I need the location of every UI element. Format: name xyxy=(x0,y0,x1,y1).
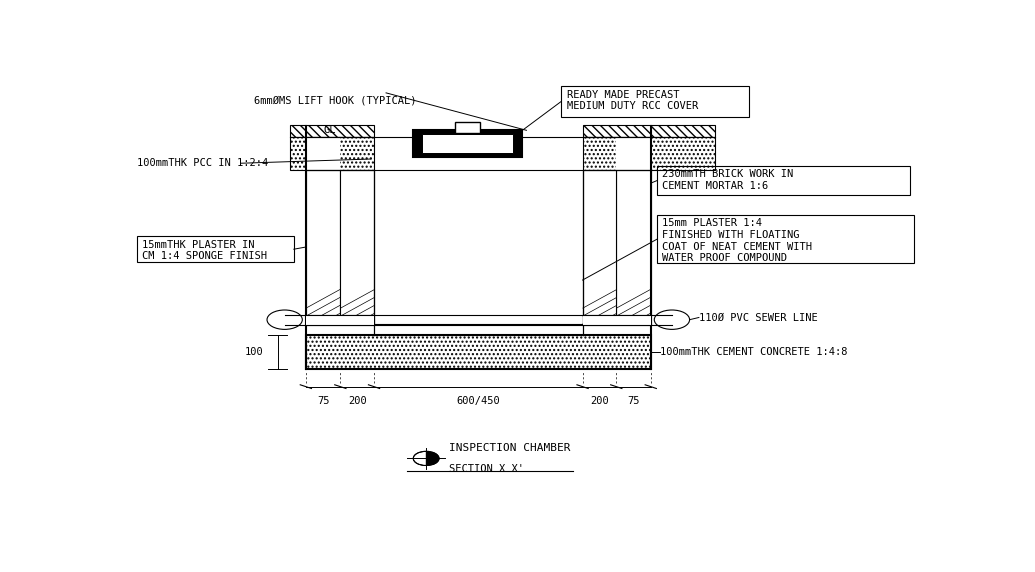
Bar xyxy=(657,165,910,196)
Text: INSPECTION CHAMBER: INSPECTION CHAMBER xyxy=(448,443,570,453)
Text: 15mm PLASTER 1:4
FINISHED WITH FLOATING
COAT OF NEAT CEMENT WITH
WATER PROOF COM: 15mm PLASTER 1:4 FINISHED WITH FLOATING … xyxy=(662,219,812,263)
Bar xyxy=(306,170,341,324)
Text: SECTION X X': SECTION X X' xyxy=(448,464,524,474)
Bar xyxy=(657,215,914,263)
Text: 75: 75 xyxy=(627,396,640,406)
Text: 6mmØMS LIFT HOOK (TYPICAL): 6mmØMS LIFT HOOK (TYPICAL) xyxy=(254,95,416,105)
Text: 200: 200 xyxy=(348,396,366,406)
Bar xyxy=(616,170,651,324)
Bar xyxy=(341,170,374,324)
Bar xyxy=(583,137,715,170)
Bar xyxy=(454,122,480,133)
Text: 75: 75 xyxy=(317,396,329,406)
Bar xyxy=(290,137,374,170)
Bar xyxy=(561,86,749,117)
Text: GL: GL xyxy=(324,125,336,135)
Text: 110Ø PVC SEWER LINE: 110Ø PVC SEWER LINE xyxy=(699,312,818,323)
Bar xyxy=(583,170,616,324)
Bar xyxy=(138,236,294,263)
Text: READY MADE PRECAST
MEDIUM DUTY RCC COVER: READY MADE PRECAST MEDIUM DUTY RCC COVER xyxy=(567,90,699,112)
Text: 100mmTHK CEMENT CONCRETE 1:4:8: 100mmTHK CEMENT CONCRETE 1:4:8 xyxy=(660,347,848,357)
Text: 600/450: 600/450 xyxy=(456,396,500,406)
Text: 100: 100 xyxy=(244,347,263,357)
Text: 100mmTHK PCC IN 1:2:4: 100mmTHK PCC IN 1:2:4 xyxy=(138,158,269,168)
Bar xyxy=(616,137,651,170)
Bar xyxy=(306,137,341,170)
Bar xyxy=(306,335,651,369)
Bar xyxy=(422,134,512,153)
Circle shape xyxy=(413,451,439,466)
Text: 15mmTHK PLASTER IN
CM 1:4 SPONGE FINISH: 15mmTHK PLASTER IN CM 1:4 SPONGE FINISH xyxy=(142,240,267,261)
Text: 200: 200 xyxy=(590,396,609,406)
Bar xyxy=(413,130,523,157)
Bar xyxy=(583,125,715,137)
Wedge shape xyxy=(413,451,426,466)
Text: 230mmTH BRICK WORK IN
CEMENT MORTAR 1:6: 230mmTH BRICK WORK IN CEMENT MORTAR 1:6 xyxy=(662,169,793,190)
Bar xyxy=(290,125,374,137)
